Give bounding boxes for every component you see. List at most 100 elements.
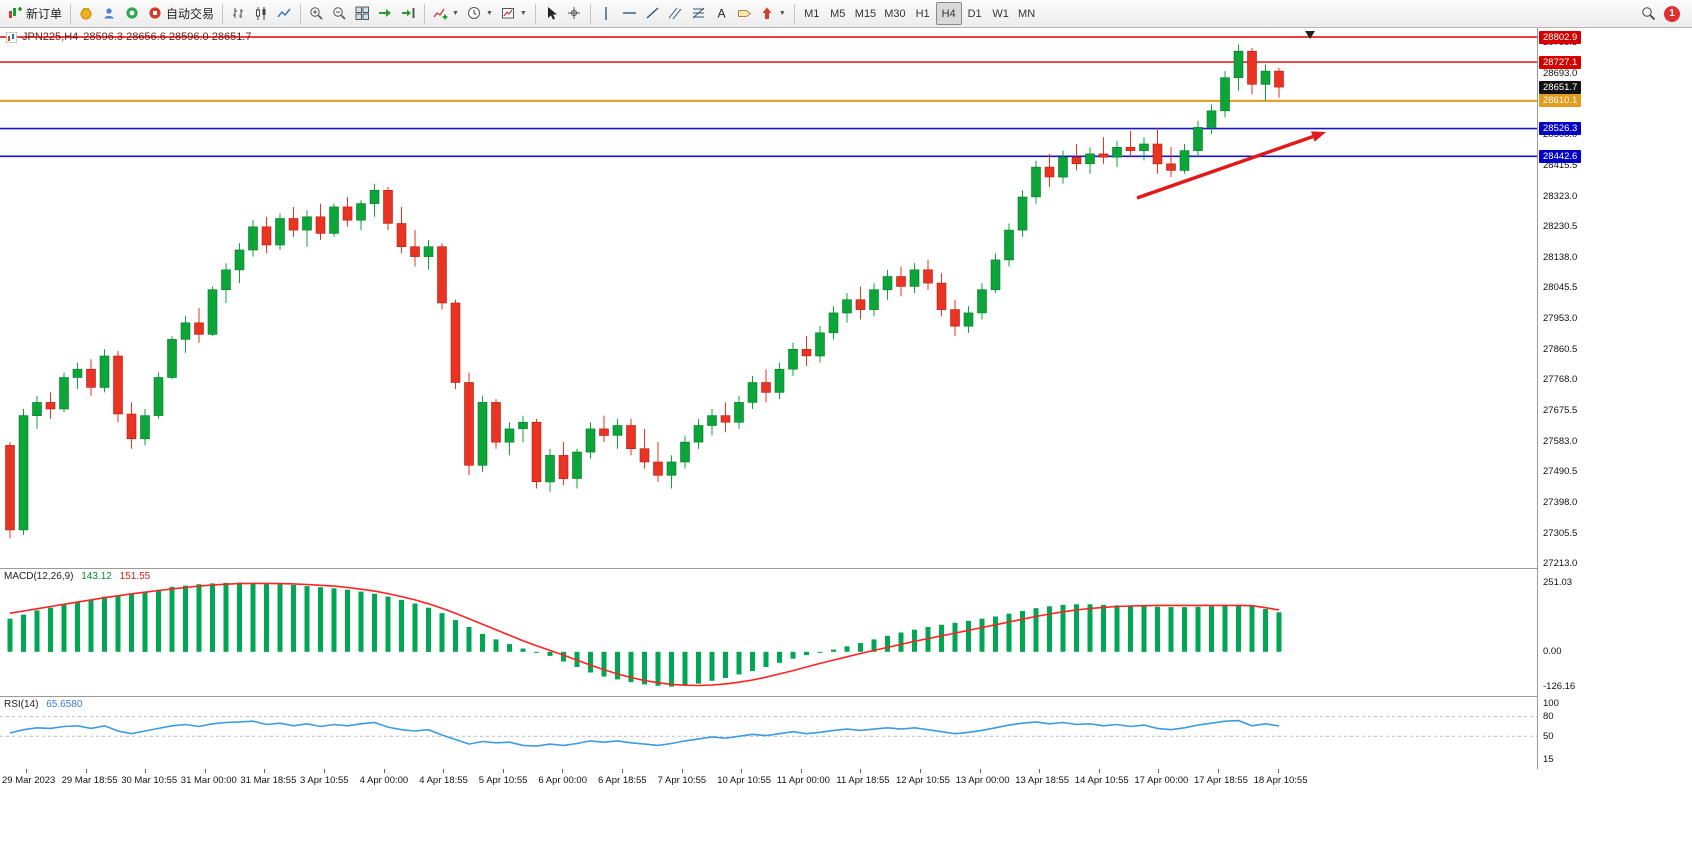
time-axis-label: 10 Apr 10:55 [717, 775, 772, 786]
vertical-line-icon [605, 7, 607, 20]
price-axis[interactable]: 28785.528693.028600.528508.028415.528323… [1538, 28, 1692, 769]
rsi-axis-label: 100 [1543, 698, 1559, 709]
horizontal-line-button[interactable] [618, 2, 641, 25]
time-axis-label: 5 Apr 10:55 [478, 775, 528, 786]
tile-windows-button[interactable] [351, 2, 374, 25]
pane-separator[interactable] [0, 568, 1692, 569]
time-axis-tick [145, 769, 147, 773]
price-tag: 28802.9 [1539, 30, 1582, 44]
search-icon [1642, 7, 1656, 21]
zoom-in-icon [310, 7, 323, 20]
time-axis[interactable]: 29 Mar 2023 29 Mar 18:55 30 Mar 10:55 31 Ma… [0, 769, 1692, 793]
trend-arrow-annotation [1136, 134, 1314, 200]
timeframe-button-h1[interactable]: H1 [910, 2, 936, 25]
profile-button[interactable] [98, 2, 121, 25]
time-axis-label: 13 Apr 00:00 [955, 775, 1010, 786]
trendline-button[interactable] [641, 2, 664, 25]
timeframe-button-d1[interactable]: D1 [962, 2, 988, 25]
search-button[interactable] [1637, 2, 1660, 25]
chart-shift-button[interactable] [397, 2, 420, 25]
chart-title: JPN225,H4 28596.3 28656.6 28596.0 28651.… [6, 31, 251, 43]
price-axis-label: 27860.5 [1543, 343, 1578, 355]
time-axis-tick [1277, 769, 1279, 773]
time-axis-tick [204, 769, 206, 773]
time-axis-label: 17 Apr 00:00 [1134, 775, 1189, 786]
time-axis-tick [681, 769, 683, 773]
candlestick-chart-button[interactable] [250, 2, 273, 25]
text-label-icon [737, 10, 752, 17]
time-axis-tick [383, 769, 385, 773]
timeframe-button-mn[interactable]: MN [1014, 2, 1040, 25]
main-toolbar: 新订单 自动交易 ▼ ▼ [0, 0, 1692, 28]
time-axis-tick [26, 769, 27, 773]
rsi-pane[interactable]: RSI(14) 65.6580 [0, 697, 1537, 769]
metaeditor-button[interactable] [75, 2, 98, 25]
notification-badge[interactable]: 1 [1664, 5, 1680, 22]
macd-signal-value: 151.55 [119, 571, 151, 582]
time-axis-label: 3 Apr 10:55 [300, 775, 349, 786]
time-axis-label: 12 Apr 10:55 [896, 775, 950, 786]
tile-windows-icon [355, 6, 370, 20]
fibonacci-button[interactable] [687, 2, 710, 25]
zoom-in-button[interactable] [305, 2, 328, 25]
macd-main-value: 143.12 [81, 571, 112, 582]
price-axis-label: 28415.5 [1543, 159, 1578, 171]
time-axis-tick [800, 769, 802, 773]
indicators-button[interactable]: ▼ [429, 2, 463, 25]
vertical-line-button[interactable] [595, 2, 618, 25]
channel-button[interactable] [664, 2, 687, 25]
price-tag: 28526.3 [1539, 122, 1582, 136]
trend-arrow-head [1311, 131, 1326, 142]
bar-chart-button[interactable] [227, 2, 250, 25]
auto-scroll-button[interactable] [374, 2, 397, 25]
fibonacci-icon [692, 7, 705, 19]
templates-button[interactable]: ▼ [497, 2, 531, 25]
timeframe-button-m1[interactable]: M1 [799, 2, 825, 25]
community-icon [126, 7, 138, 19]
crosshair-button[interactable] [563, 2, 586, 25]
price-axis-label: 27305.5 [1543, 527, 1578, 539]
timeframe-button-m5[interactable]: M5 [825, 2, 851, 25]
periods-clock-icon [467, 7, 480, 19]
price-axis-label: 27583.0 [1543, 435, 1578, 447]
auto-scroll-icon [379, 9, 392, 17]
indicators-icon [433, 8, 448, 20]
new-order-button[interactable]: 新订单 [4, 2, 66, 25]
rsi-axis-label: 80 [1543, 711, 1554, 723]
chart-shift-marker [1305, 31, 1315, 39]
timeframe-button-m30[interactable]: M30 [880, 2, 909, 25]
line-chart-icon [277, 8, 291, 18]
price-axis-label: 27213.0 [1543, 558, 1578, 570]
periods-button[interactable]: ▼ [463, 2, 497, 25]
line-chart-button[interactable] [273, 2, 296, 25]
rsi-chart[interactable] [0, 697, 1537, 769]
toolbar-separator [222, 3, 224, 24]
macd-pane[interactable]: MACD(12,26,9) 143.12 151.55 [0, 569, 1537, 696]
macd-chart[interactable] [0, 569, 1537, 696]
text-label-button[interactable] [733, 2, 756, 25]
community-button[interactable] [121, 2, 144, 25]
price-axis-label: 28138.0 [1543, 251, 1578, 263]
time-axis-tick [502, 769, 504, 773]
zoom-out-button[interactable] [328, 2, 351, 25]
candlestick-chart[interactable] [0, 28, 1537, 568]
time-axis-label: 7 Apr 10:55 [657, 775, 707, 786]
autotrading-label: 自动交易 [166, 7, 215, 21]
chart-window-icon [6, 31, 17, 43]
autotrading-button[interactable]: 自动交易 [144, 2, 218, 25]
cursor-button[interactable] [540, 2, 563, 25]
arrows-button[interactable]: ▼ [756, 2, 790, 25]
rsi-name: RSI(14) [4, 699, 39, 710]
timeframe-button-m15[interactable]: M15 [851, 2, 880, 25]
price-axis-label: 27768.0 [1543, 374, 1578, 386]
timeframe-button-h4[interactable]: H4 [935, 2, 962, 25]
time-axis-tick [622, 769, 623, 773]
time-axis-label: 18 Apr 10:55 [1253, 775, 1308, 786]
toolbar-separator [70, 3, 72, 24]
time-axis-label: 31 Mar 00:00 [180, 775, 237, 786]
time-axis-label: 29 Mar 18:55 [61, 775, 118, 786]
timeframe-button-w1[interactable]: W1 [988, 2, 1014, 25]
pane-separator[interactable] [0, 696, 1692, 697]
price-chart-pane[interactable]: JPN225,H4 28596.3 28656.6 28596.0 28651.… [0, 28, 1537, 568]
text-button[interactable]: A [710, 2, 733, 25]
